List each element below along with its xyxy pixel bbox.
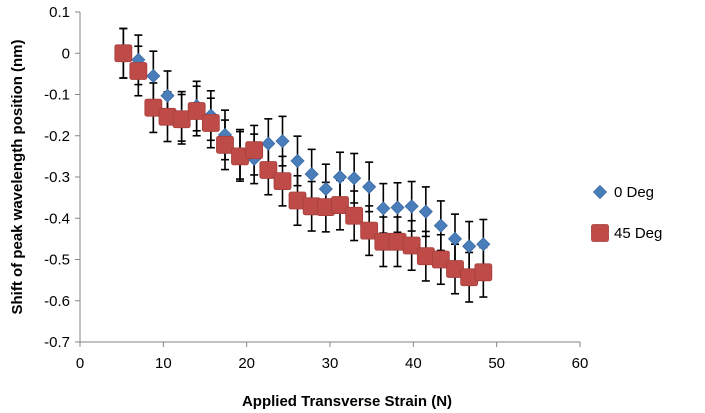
data-point — [347, 171, 362, 186]
data-point — [172, 110, 191, 129]
data-point — [144, 98, 163, 117]
x-tick-label: 0 — [76, 355, 84, 372]
y-tick-label: -0.2 — [44, 128, 70, 145]
data-point — [433, 218, 448, 233]
series-0 — [116, 46, 491, 254]
legend: 0 Deg 45 Deg — [591, 184, 662, 242]
data-point — [418, 204, 433, 219]
data-point — [273, 172, 292, 191]
y-tick-label: -0.6 — [44, 293, 70, 310]
data-point — [146, 68, 161, 84]
data-point — [201, 114, 220, 132]
y-tick-label: -0.7 — [44, 334, 70, 351]
data-point — [290, 153, 305, 168]
x-tick-label: 50 — [488, 355, 505, 372]
x-tick-label: 10 — [155, 355, 172, 372]
y-tick-label: 0.1 — [49, 4, 70, 21]
data-point — [462, 239, 477, 254]
y-axis: 0.1 0 -0.1 -0.2 -0.3 -0.4 -0.5 -0.6 -0.7 — [44, 4, 81, 351]
x-tick-label: 40 — [405, 355, 422, 372]
y-tick-label: -0.3 — [44, 169, 70, 186]
x-tick-label: 60 — [572, 355, 589, 372]
data-point — [376, 201, 391, 216]
data-point — [261, 136, 276, 151]
y-tick-label: -0.4 — [44, 210, 70, 227]
legend-marker — [592, 184, 608, 200]
data-point — [259, 161, 278, 179]
data-point — [331, 196, 349, 214]
data-point — [390, 200, 405, 215]
data-point — [345, 206, 364, 225]
data-points — [114, 44, 493, 287]
y-tick-label: -0.1 — [44, 87, 70, 104]
x-tick-label: 30 — [322, 355, 339, 372]
legend-label: 0 Deg — [614, 184, 654, 201]
y-tick-label: 0 — [62, 45, 70, 62]
legend-marker — [591, 224, 609, 242]
data-point — [404, 199, 419, 214]
data-point — [447, 231, 463, 246]
data-point — [360, 221, 379, 240]
y-axis-title: Shift of peak wavelength position (nm) — [9, 39, 26, 314]
y-tick-label: -0.5 — [44, 252, 70, 269]
data-point — [431, 250, 450, 269]
data-point — [245, 141, 264, 160]
data-point — [474, 263, 493, 282]
data-point — [187, 102, 206, 120]
series-1 — [114, 44, 493, 287]
x-tick-label: 20 — [238, 355, 255, 372]
data-point — [332, 169, 348, 185]
x-axis: 0 10 20 30 40 50 60 — [76, 341, 589, 372]
data-point — [275, 134, 290, 149]
data-point — [362, 179, 377, 194]
data-point — [114, 44, 133, 63]
x-axis-title: Applied Transverse Strain (N) — [242, 393, 452, 410]
data-point — [318, 181, 333, 197]
data-point — [216, 135, 234, 154]
data-point — [402, 236, 421, 255]
data-point — [129, 62, 148, 80]
data-point — [304, 167, 319, 182]
legend-label: 45 Deg — [614, 225, 662, 242]
data-point — [416, 247, 435, 266]
data-point — [476, 237, 491, 252]
data-point — [160, 88, 175, 103]
